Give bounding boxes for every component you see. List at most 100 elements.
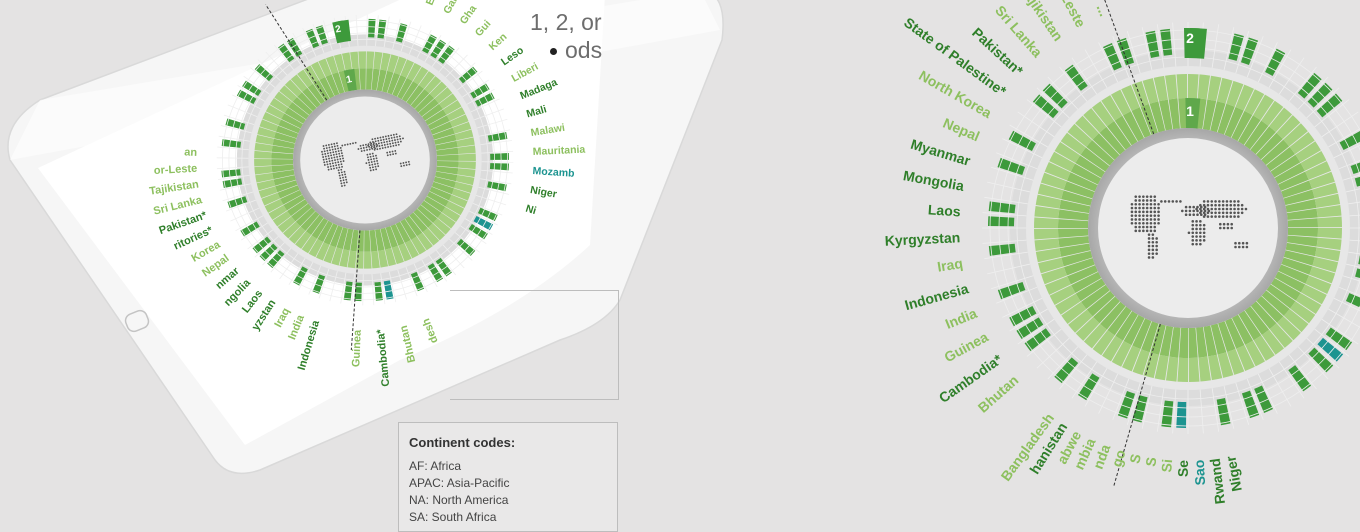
map-dot (1241, 208, 1244, 211)
map-dot (1203, 212, 1206, 215)
map-dot (1207, 204, 1210, 207)
map-dot (1218, 200, 1221, 203)
map-disc (1098, 138, 1278, 318)
map-dot (1233, 212, 1236, 215)
map-dot (1153, 211, 1156, 214)
map-dot (1181, 210, 1184, 213)
map-dot (1229, 208, 1232, 211)
continent-codes-box: Continent codes: AF: Africa APAC: Asia-P… (398, 422, 618, 532)
dark-marker-bar (1217, 398, 1231, 425)
codes-title: Continent codes: (409, 435, 607, 450)
map-dot (1230, 227, 1233, 230)
map-dot (1150, 207, 1153, 210)
map-dot (1142, 226, 1145, 229)
doc-line-2: ods (565, 37, 602, 63)
map-dot (1191, 235, 1194, 238)
map-dot (1148, 245, 1151, 248)
map-dot (1229, 204, 1232, 207)
map-dot (1226, 212, 1229, 215)
map-dot (1192, 210, 1195, 213)
map-dot (1238, 242, 1241, 245)
map-dot (1196, 213, 1199, 216)
country-label: Nepal (941, 115, 982, 145)
map-dot (1152, 245, 1155, 248)
map-dot (1142, 207, 1145, 210)
map-dot (1134, 203, 1137, 206)
country-label: Indonesia (903, 280, 970, 313)
map-dot (1241, 204, 1244, 207)
map-dot (1146, 199, 1149, 202)
map-dot (1134, 211, 1137, 214)
map-dot (1219, 227, 1222, 230)
map-dot (1203, 215, 1206, 218)
map-dot (1148, 252, 1151, 255)
map-dot (1146, 203, 1149, 206)
map-dot (1214, 200, 1217, 203)
map-dot (1153, 226, 1156, 229)
map-dot (1237, 204, 1240, 207)
map-dot (1172, 200, 1175, 203)
map-dot (1138, 214, 1141, 217)
map-dot (1233, 208, 1236, 211)
map-dot (1152, 241, 1155, 244)
map-dot (1199, 208, 1202, 211)
map-dot (1226, 200, 1229, 203)
middle-ring-segment (1318, 216, 1342, 227)
dark-marker-bar (989, 201, 1016, 213)
map-dot (1245, 208, 1248, 211)
map-dot (1214, 204, 1217, 207)
map-dot (1150, 222, 1153, 225)
map-dot (1237, 215, 1240, 218)
map-dot (1131, 218, 1134, 221)
map-dot (1238, 246, 1241, 249)
bullet-icon (550, 48, 557, 55)
map-dot (1142, 195, 1145, 198)
map-dot (1138, 207, 1141, 210)
map-dot (1138, 226, 1141, 229)
map-dot (1157, 211, 1160, 214)
map-dot (1134, 230, 1137, 233)
map-dot (1210, 212, 1213, 215)
map-dot (1155, 241, 1158, 244)
map-dot (1131, 207, 1134, 210)
map-dot (1146, 222, 1149, 225)
country-label: ... (1094, 2, 1113, 19)
doc-line-1: 1, 2, or (530, 9, 602, 35)
country-label: Si (1158, 458, 1175, 473)
map-dot (1191, 224, 1194, 227)
map-dot (1148, 249, 1151, 252)
map-dot (1234, 246, 1237, 249)
map-dot (1134, 207, 1137, 210)
country-label: Laos (927, 201, 961, 219)
map-dot (1214, 215, 1217, 218)
map-dot (1160, 200, 1163, 203)
map-dot (1153, 222, 1156, 225)
middle-ring-segment (1188, 74, 1199, 98)
middle-ring-segment (1189, 358, 1200, 382)
country-label: Mongolia (902, 167, 966, 194)
map-dot (1237, 200, 1240, 203)
map-dot (1191, 231, 1194, 234)
map-dot (1153, 207, 1156, 210)
map-dot (1150, 214, 1153, 217)
map-dot (1150, 195, 1153, 198)
map-dot (1203, 228, 1206, 231)
map-dot (1142, 218, 1145, 221)
map-dot (1246, 246, 1249, 249)
map-dot (1218, 212, 1221, 215)
map-dot (1131, 214, 1134, 217)
map-dot (1222, 208, 1225, 211)
map-dot (1146, 226, 1149, 229)
map-dot (1150, 203, 1153, 206)
map-dot (1199, 243, 1202, 246)
map-dot (1146, 230, 1149, 233)
map-dot (1218, 208, 1221, 211)
map-dot (1138, 199, 1141, 202)
map-dot (1203, 208, 1206, 211)
map-dot (1153, 195, 1156, 198)
codes-item: NA: North America (409, 492, 607, 509)
map-dot (1210, 208, 1213, 211)
map-dot (1188, 231, 1191, 234)
map-dot (1142, 230, 1145, 233)
map-dot (1210, 200, 1213, 203)
